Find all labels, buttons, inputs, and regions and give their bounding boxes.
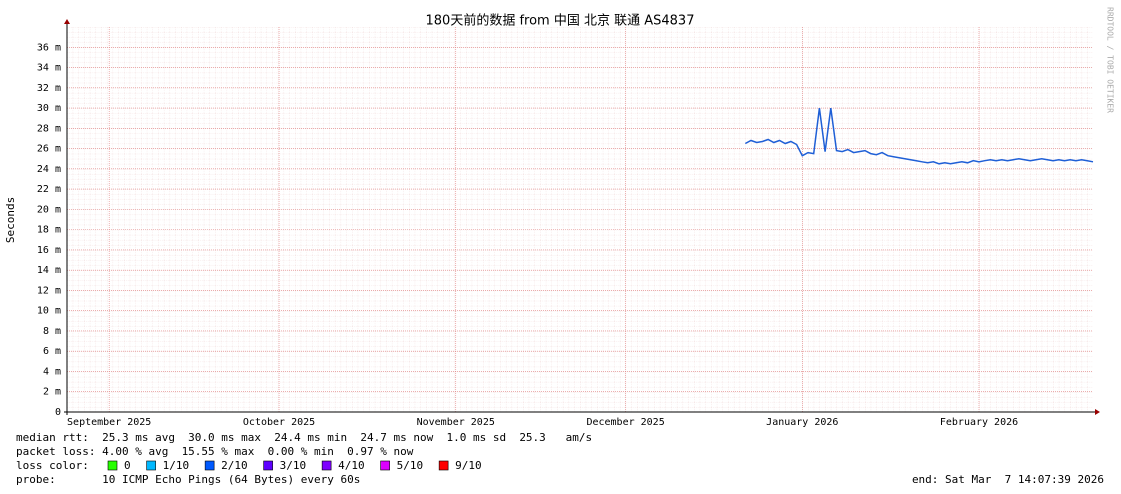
y-tick-label: 4 m (43, 366, 61, 377)
y-axis-label: Seconds (4, 197, 17, 243)
y-tick-label: 36 m (37, 42, 61, 53)
loss-color-swatch (204, 460, 215, 471)
y-tick-label: 2 m (43, 387, 61, 398)
y-tick-label: 14 m (37, 265, 61, 276)
x-tick-label: November 2025 (417, 417, 495, 428)
y-tick-label: 16 m (37, 245, 61, 256)
loss-color-label: 2/10 (221, 459, 248, 472)
y-tick-label: 20 m (37, 204, 61, 215)
loss-color-swatch (321, 460, 332, 471)
y-tick-label: 30 m (37, 103, 61, 114)
minor-grid (67, 27, 1093, 412)
y-tick-label: 22 m (37, 184, 61, 195)
loss-color-label: 0 (124, 459, 131, 472)
loss-color-label: 9/10 (455, 459, 482, 472)
loss-color-swatch (146, 460, 156, 471)
chart-title: 180天前的数据 from 中国 北京 联通 AS4837 (426, 13, 695, 29)
loss-color-swatch (263, 460, 273, 471)
y-tick-label: 26 m (37, 144, 61, 155)
axis-arrow (1095, 409, 1100, 415)
x-tick-label: October 2025 (243, 417, 315, 428)
loss-color-label: 3/10 (280, 459, 307, 472)
y-tick-label: 18 m (37, 225, 61, 236)
loss-color-label: loss color: (16, 459, 89, 472)
y-tick-label: 6 m (43, 346, 61, 357)
y-tick-label: 28 m (37, 123, 61, 134)
x-tick-label: February 2026 (940, 417, 1018, 428)
loss-color-label: 1/10 (163, 459, 190, 472)
end-time: end: Sat Mar 7 14:07:39 2026 (912, 473, 1104, 486)
x-tick-label: January 2026 (766, 417, 838, 428)
axis-arrow (64, 19, 70, 24)
x-tick-label: September 2025 (67, 417, 151, 428)
stats-line: packet loss: 4.00 % avg 15.55 % max 0.00… (16, 445, 414, 458)
watermark: RRDTOOL / TOBI OETIKER (1106, 7, 1115, 113)
stats-line: median rtt: 25.3 ms avg 30.0 ms max 24.4… (16, 431, 592, 444)
y-tick-label: 32 m (37, 83, 61, 94)
rtt-line (744, 108, 1094, 165)
loss-color-label: 5/10 (397, 459, 424, 472)
y-tick-label: 24 m (37, 164, 61, 175)
y-tick-label: 34 m (37, 63, 61, 74)
loss-color-swatch (107, 460, 118, 471)
y-tick-label: 0 (55, 407, 61, 418)
y-tick-label: 12 m (37, 285, 61, 296)
loss-color-swatch (438, 460, 449, 471)
probe-info: probe: 10 ICMP Echo Pings (64 Bytes) eve… (16, 473, 360, 486)
y-tick-label: 8 m (43, 326, 61, 337)
loss-color-label: 4/10 (338, 459, 365, 472)
x-tick-label: December 2025 (586, 417, 664, 428)
loss-color-swatch (380, 460, 390, 471)
y-tick-label: 10 m (37, 306, 61, 317)
